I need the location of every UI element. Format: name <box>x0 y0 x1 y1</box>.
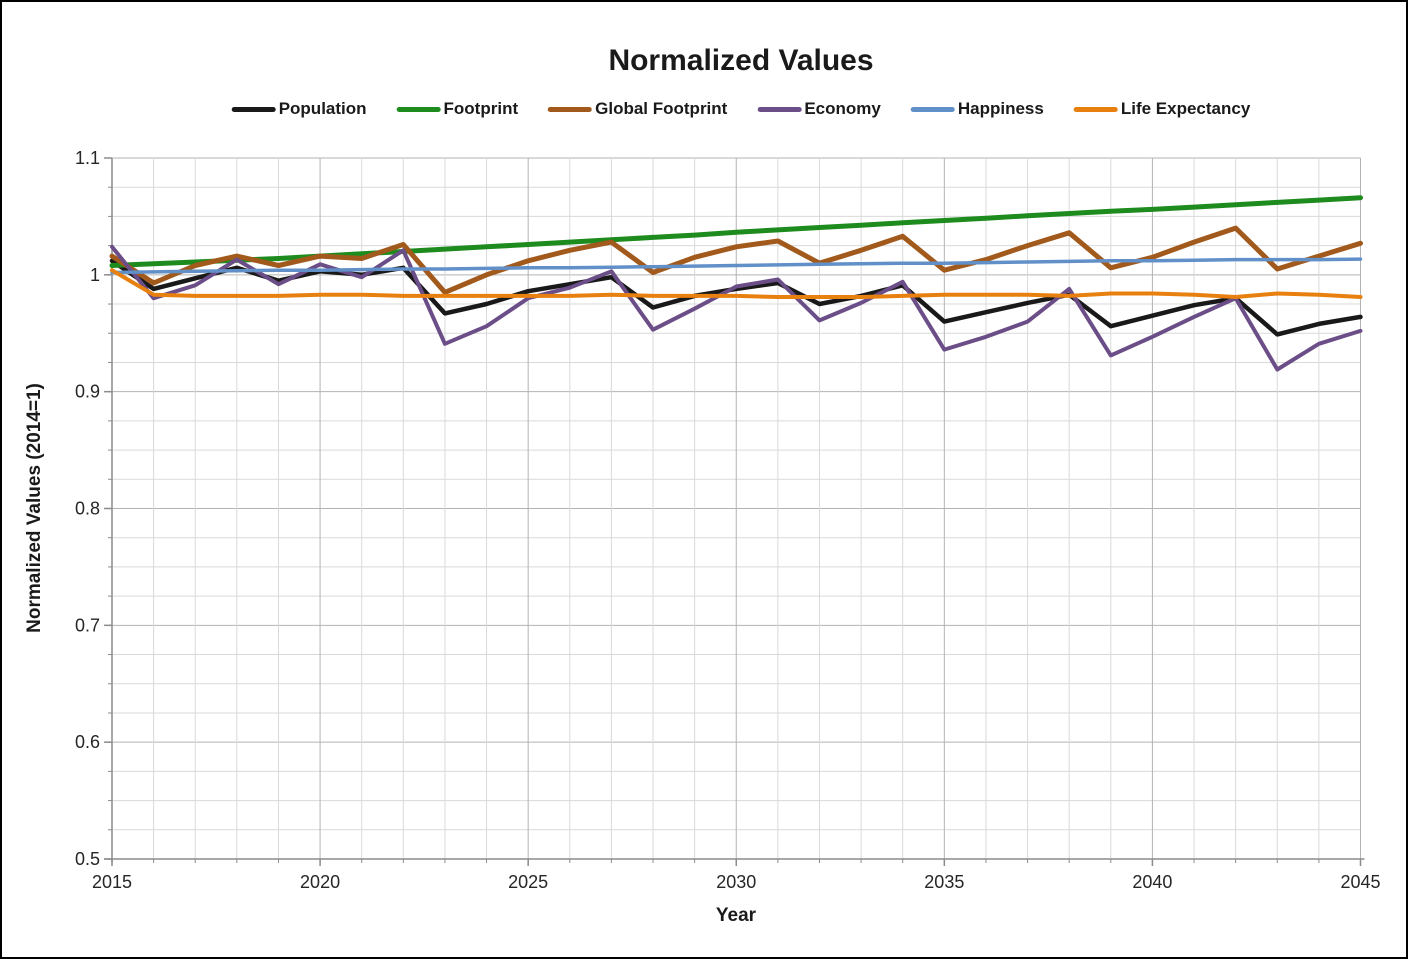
x-tick-label: 2035 <box>924 872 964 892</box>
legend-item-life-expectancy: Life Expectancy <box>1073 99 1251 119</box>
legend-label: Footprint <box>443 99 519 118</box>
x-tick-label: 2045 <box>1340 872 1380 892</box>
legend-swatch <box>1073 106 1118 112</box>
series-lines <box>109 195 1363 372</box>
x-tick-label: 2025 <box>508 872 548 892</box>
legend-swatch <box>910 106 955 112</box>
legend-label: Life Expectancy <box>1120 99 1251 118</box>
x-tick-label: 2040 <box>1132 872 1172 892</box>
series-line-economy <box>110 244 1363 372</box>
legend-item-footprint: Footprint <box>396 99 519 119</box>
series-line-life-expectancy <box>110 268 1363 299</box>
y-tick-labels: 0.5 0.6 0.7 0.8 0.9 1 1.1 <box>75 148 100 869</box>
y-tick-label: 0.8 <box>75 499 100 519</box>
legend-item-population: Population <box>231 99 367 119</box>
x-tick-label: 2020 <box>300 872 340 892</box>
legend-item-global-footprint: Global Footprint <box>548 99 727 119</box>
y-tick-label: 1 <box>90 265 100 285</box>
y-tick-label: 0.9 <box>75 382 100 402</box>
chart-title: Normalized Values <box>608 44 874 77</box>
legend-swatch <box>231 106 276 112</box>
y-tick-label: 0.5 <box>75 849 100 869</box>
legend-swatch <box>548 106 593 112</box>
legend-label: Population <box>278 99 367 118</box>
y-tick-label: 0.7 <box>75 615 100 635</box>
legend-item-happiness: Happiness <box>910 99 1044 119</box>
series-line-global-footprint <box>109 225 1363 295</box>
y-tick-label: 1.1 <box>75 148 100 168</box>
series-line-happiness <box>110 257 1363 275</box>
x-tick-label: 2015 <box>92 872 132 892</box>
legend-item-economy: Economy <box>757 99 881 119</box>
y-tick-label: 0.6 <box>75 732 100 752</box>
legend: Population Footprint Global Footprint Econo… <box>231 99 1251 119</box>
axes <box>104 157 1365 866</box>
y-axis-title: Normalized Values (2014=1) <box>24 383 45 633</box>
legend-label: Global Footprint <box>595 99 728 118</box>
x-tick-labels: 2015 2020 2025 2030 2035 2040 2045 <box>92 872 1381 892</box>
legend-label: Economy <box>804 99 881 118</box>
legend-label: Happiness <box>957 99 1044 118</box>
legend-swatch <box>396 106 441 112</box>
legend-swatch <box>757 106 802 112</box>
x-axis-title: Year <box>715 905 757 926</box>
x-tick-label: 2030 <box>716 872 756 892</box>
